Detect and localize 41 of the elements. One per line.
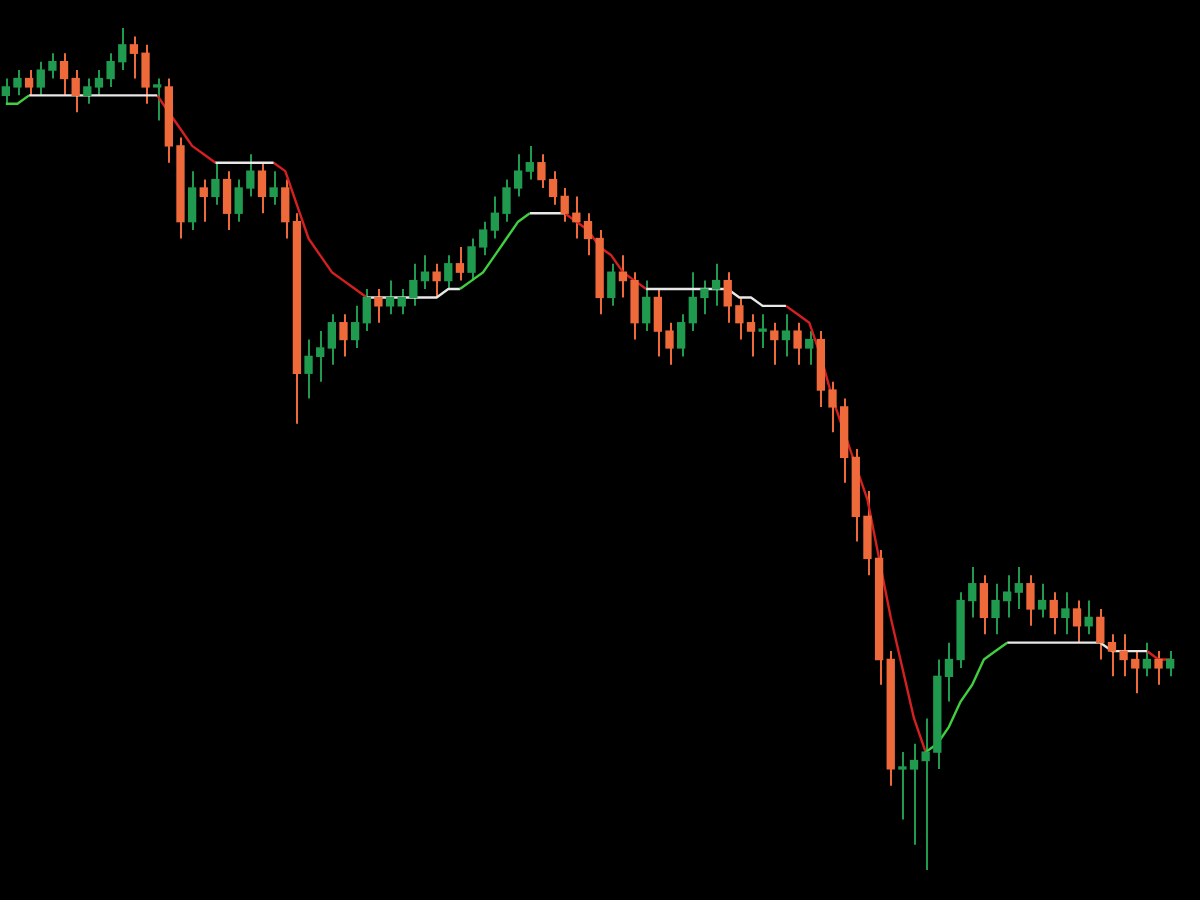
candlestick <box>211 161 220 206</box>
candlestick <box>59 52 69 97</box>
candlestick <box>444 254 453 291</box>
candlestick <box>385 279 395 316</box>
candlestick <box>1142 641 1152 678</box>
candlestick <box>1072 599 1082 644</box>
candlestick <box>1061 591 1070 636</box>
candlestick <box>257 161 267 215</box>
candlestick <box>455 245 465 282</box>
candlestick <box>642 279 651 333</box>
candlestick <box>350 304 360 349</box>
candlestick <box>432 262 441 299</box>
candlestick <box>71 69 80 114</box>
candlestick <box>1049 591 1058 636</box>
candlestick <box>525 144 534 181</box>
candlestick <box>607 262 616 307</box>
candlestick <box>1014 565 1023 610</box>
candlestick <box>83 77 92 105</box>
candlestick <box>1026 574 1035 627</box>
candlestick <box>153 77 162 122</box>
candlestick <box>187 170 197 232</box>
candlestick <box>339 313 348 358</box>
candlestick <box>1037 582 1047 619</box>
candlestick <box>199 178 208 223</box>
candlestick <box>222 170 232 232</box>
candlestick <box>327 313 336 366</box>
candlestick <box>781 313 791 358</box>
candlestick <box>770 321 779 366</box>
candlestick <box>1166 650 1175 678</box>
candlestick <box>979 574 989 636</box>
candlestick <box>1096 607 1105 661</box>
candlestick <box>281 178 290 240</box>
candlestick <box>269 170 278 206</box>
candlestick <box>676 313 686 358</box>
candlestick <box>362 288 371 333</box>
candlestick <box>793 321 802 366</box>
candlestick <box>805 330 814 366</box>
candlestick <box>24 69 34 97</box>
candlestick <box>1154 650 1163 686</box>
candlestick <box>374 288 383 324</box>
candlestick <box>758 313 767 349</box>
